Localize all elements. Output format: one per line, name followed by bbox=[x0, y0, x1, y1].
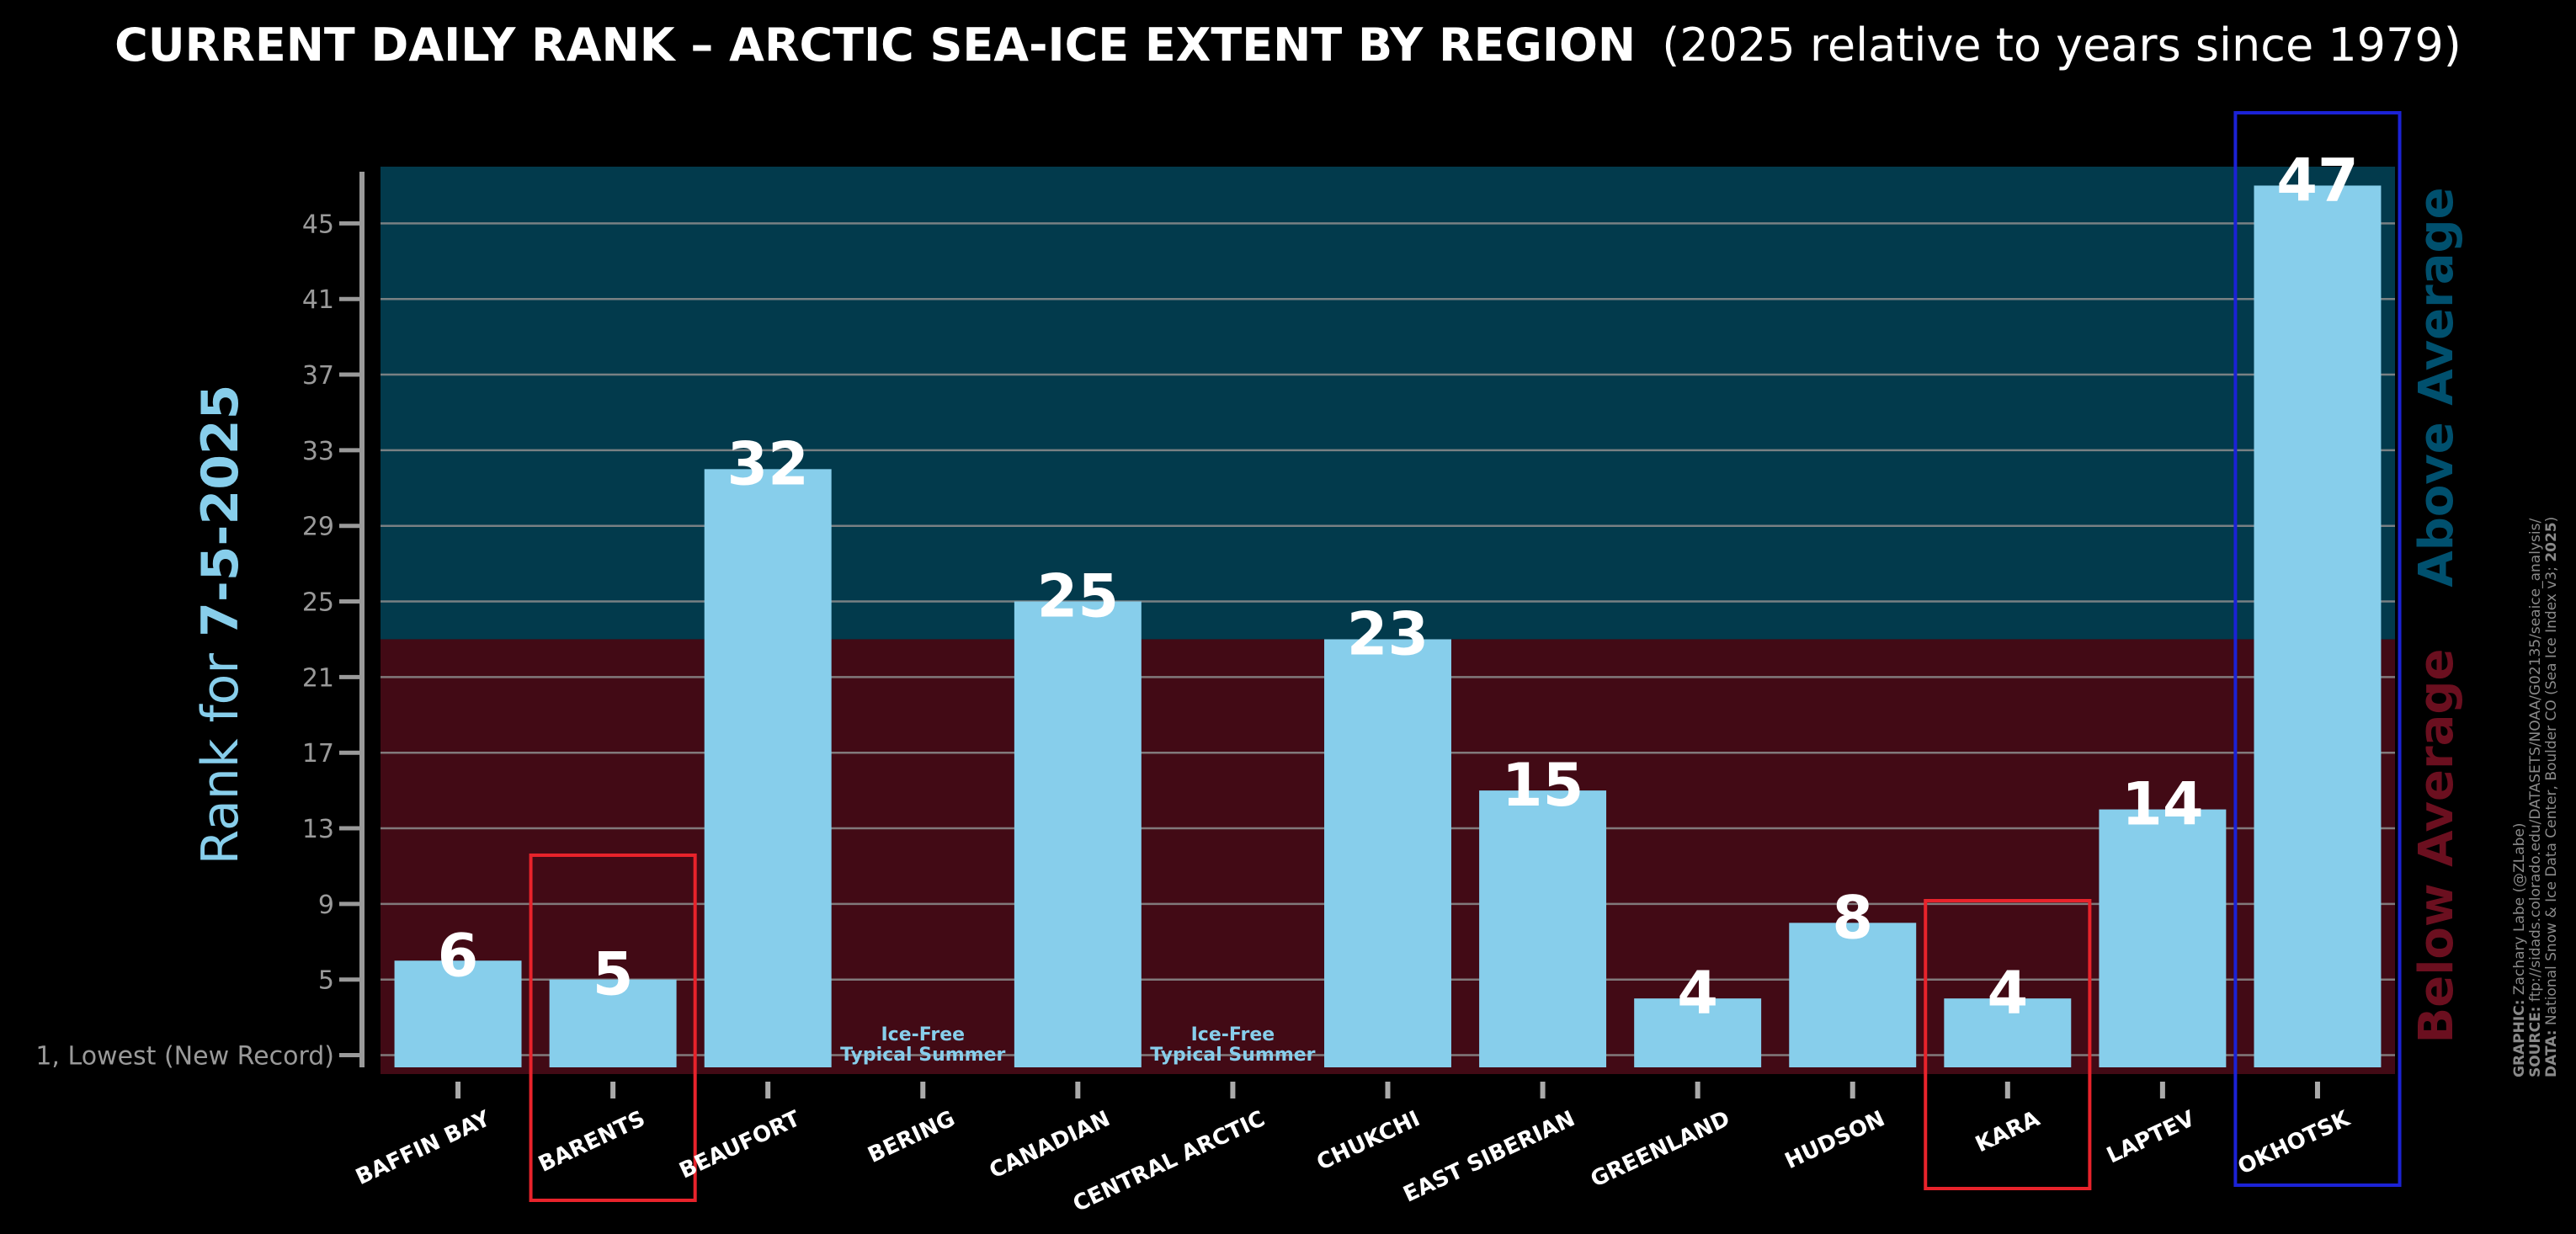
bar bbox=[1479, 790, 1607, 1067]
y-axis-label: Rank for 7-5-2025 bbox=[191, 385, 250, 865]
typical-summer-label: Typical Summer bbox=[840, 1045, 1005, 1066]
y-tick-label: 41 bbox=[302, 285, 334, 315]
bar-value-label: 23 bbox=[1347, 599, 1429, 668]
y-tick-label: 29 bbox=[302, 513, 334, 542]
credits: DATA: National Snow & Ice Data Center, B… bbox=[2511, 517, 2560, 1077]
below-average-label: Below Average bbox=[2409, 649, 2464, 1044]
above-average-label: Above Average bbox=[2409, 187, 2464, 587]
bar-value-label: 25 bbox=[1037, 562, 1119, 631]
y-tick-label: 13 bbox=[302, 815, 334, 844]
above-average-band bbox=[381, 167, 2395, 640]
y-tick-label: 45 bbox=[302, 210, 334, 239]
y-tick-label: 33 bbox=[302, 437, 334, 466]
bar bbox=[704, 469, 832, 1067]
ice-free-label: Ice-Free bbox=[881, 1024, 965, 1045]
x-tick-label: CHUKCHI bbox=[1313, 1106, 1424, 1176]
bar-value-label: 32 bbox=[726, 429, 808, 498]
bar bbox=[1014, 601, 1142, 1067]
x-tick-label: BARENTS bbox=[535, 1106, 649, 1178]
bar bbox=[1789, 923, 1917, 1067]
chart-title-sub: (2025 relative to years since 1979) bbox=[1662, 19, 2462, 72]
x-tick-label: HUDSON bbox=[1781, 1106, 1889, 1174]
y-tick-label: 37 bbox=[302, 361, 334, 391]
highlight-box-red bbox=[1924, 899, 2092, 1190]
y-tick-label: 9 bbox=[318, 891, 334, 920]
bar-value-label: 5 bbox=[593, 940, 634, 1009]
chart-title-main: CURRENT DAILY RANK – ARCTIC SEA-ICE EXTE… bbox=[114, 19, 1636, 72]
plot-area: 1, Lowest (New Record)591317212529333741… bbox=[35, 111, 2402, 1217]
bar-value-label: 14 bbox=[2121, 770, 2203, 839]
bar-value-label: 15 bbox=[1502, 751, 1583, 820]
highlight-box-blue bbox=[2233, 111, 2402, 1187]
bar bbox=[1944, 998, 2072, 1067]
y-tick-label: 17 bbox=[302, 739, 334, 769]
bar-value-label: 6 bbox=[438, 921, 479, 990]
x-tick-label: EAST SIBERIAN bbox=[1400, 1106, 1579, 1208]
credit-graphic: GRAPHIC: Zachary Labe (@ZLabe) bbox=[2511, 822, 2528, 1077]
y-tick-label: 21 bbox=[302, 663, 334, 693]
y-axis-label-prefix: Rank for bbox=[191, 637, 250, 865]
bar-value-label: 4 bbox=[1677, 959, 1718, 1028]
y-tick-label: 25 bbox=[302, 588, 334, 618]
bar bbox=[1634, 998, 1762, 1067]
x-tick-label: GREENLAND bbox=[1587, 1106, 1734, 1193]
x-tick-label: OKHOTSK bbox=[2234, 1106, 2355, 1180]
bar bbox=[1324, 639, 1451, 1067]
chart-title: CURRENT DAILY RANK – ARCTIC SEA-ICE EXTE… bbox=[114, 19, 2462, 72]
y-tick-label: 1, Lowest (New Record) bbox=[35, 1042, 334, 1072]
bar bbox=[2099, 809, 2227, 1067]
ice-free-label: Ice-Free bbox=[1191, 1024, 1275, 1045]
bar-value-label: 8 bbox=[1832, 883, 1873, 952]
bar bbox=[2254, 185, 2382, 1067]
bar-value-label: 47 bbox=[2276, 146, 2358, 215]
bar bbox=[549, 979, 677, 1067]
x-tick-label: BAFFIN BAY bbox=[352, 1106, 495, 1190]
highlight-box-red bbox=[529, 854, 697, 1202]
credit-data: DATA: National Snow & Ice Data Center, B… bbox=[2543, 517, 2560, 1077]
x-tick-label: BERING bbox=[865, 1106, 960, 1168]
y-axis-label-date: 7-5-2025 bbox=[191, 385, 250, 637]
y-tick-label: 5 bbox=[318, 966, 334, 996]
credit-source: SOURCE: ftp://sidads.colorado.edu/DATASE… bbox=[2527, 519, 2544, 1077]
x-tick-label: KARA bbox=[1972, 1106, 2044, 1157]
bar bbox=[394, 960, 522, 1067]
x-tick-label: LAPTEV bbox=[2103, 1106, 2199, 1168]
bar-value-label: 4 bbox=[1987, 959, 2028, 1028]
x-tick-label: CANADIAN bbox=[986, 1106, 1114, 1183]
typical-summer-label: Typical Summer bbox=[1150, 1045, 1315, 1066]
